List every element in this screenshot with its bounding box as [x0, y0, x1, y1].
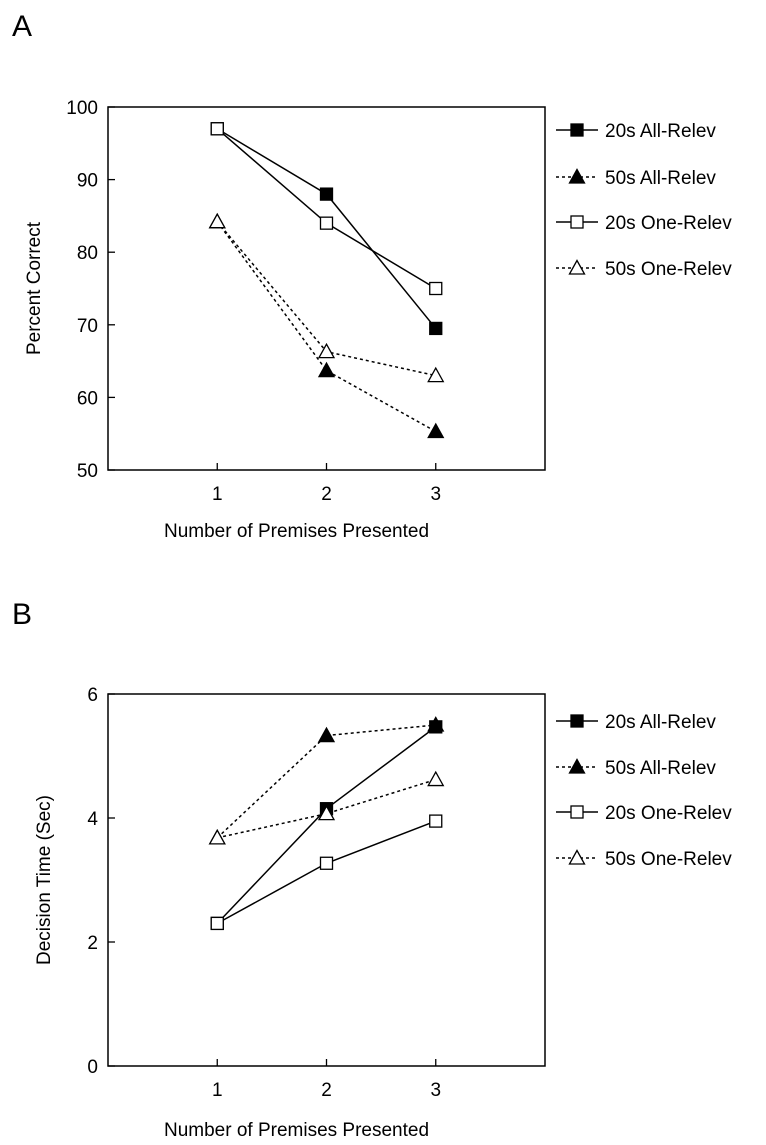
data-point	[427, 422, 445, 439]
legend-marker	[570, 123, 584, 137]
legend-label: 50s One-Relev	[605, 259, 732, 280]
y-tick-label: 60	[77, 388, 98, 409]
data-point	[317, 804, 336, 821]
legend-label: 50s All-Relev	[605, 758, 716, 779]
x-axis-label: Number of Premises Presented	[164, 521, 429, 542]
x-tick-label: 1	[212, 1080, 223, 1101]
legend-label: 20s One-Relev	[605, 213, 732, 234]
legend-label: 50s All-Relev	[605, 168, 716, 189]
legend-marker	[568, 758, 586, 774]
x-tick-label: 1	[212, 484, 223, 505]
legend-label: 50s One-Relev	[605, 849, 732, 870]
data-point	[427, 770, 445, 787]
x-tick-label: 3	[430, 484, 441, 505]
data-point	[210, 916, 224, 931]
y-tick-label: 4	[87, 809, 98, 830]
series-line	[216, 726, 437, 924]
data-point	[319, 856, 334, 870]
legend-marker	[568, 849, 586, 865]
legend-marker	[570, 805, 584, 819]
series-line	[217, 778, 436, 839]
y-tick-label: 6	[87, 685, 98, 706]
series-line	[216, 724, 436, 839]
series-line	[216, 128, 437, 290]
y-axis-label: Decision Time (Sec)	[34, 795, 55, 965]
data-point	[427, 366, 445, 383]
series-line	[216, 820, 437, 925]
plot-frame	[107, 106, 546, 471]
legend-label: 20s All-Relev	[605, 121, 716, 142]
data-point	[317, 726, 336, 743]
x-axis-label: Number of Premises Presented	[164, 1120, 429, 1141]
y-axis-label: Percent Correct	[24, 221, 45, 355]
y-tick-label: 50	[77, 461, 98, 482]
legend-marker	[568, 259, 586, 275]
legend-label: 20s All-Relev	[605, 712, 716, 733]
data-point	[210, 122, 224, 136]
data-point	[319, 187, 334, 201]
panel-letter-a: A	[12, 10, 32, 43]
data-point	[208, 212, 226, 229]
panel-letter-b: B	[12, 598, 32, 631]
legend-marker	[568, 168, 586, 184]
data-point	[429, 814, 443, 828]
y-tick-label: 80	[77, 243, 98, 264]
data-point	[208, 829, 226, 845]
legend-marker	[570, 714, 584, 728]
data-point	[317, 361, 336, 378]
y-tick-label: 100	[66, 98, 98, 119]
y-tick-label: 70	[77, 316, 98, 337]
y-tick-label: 2	[87, 933, 98, 954]
data-point	[429, 321, 443, 336]
data-point	[429, 281, 443, 296]
y-tick-label: 0	[87, 1057, 98, 1078]
x-tick-label: 2	[321, 484, 332, 505]
y-tick-label: 90	[77, 171, 98, 192]
legend-marker	[570, 215, 584, 229]
data-point	[427, 716, 445, 732]
plot-frame	[107, 693, 546, 1067]
series-line	[216, 221, 437, 433]
data-point	[319, 216, 334, 230]
data-point	[317, 342, 336, 359]
x-tick-label: 2	[321, 1080, 332, 1101]
legend-label: 20s One-Relev	[605, 803, 732, 824]
x-tick-label: 3	[430, 1080, 441, 1101]
